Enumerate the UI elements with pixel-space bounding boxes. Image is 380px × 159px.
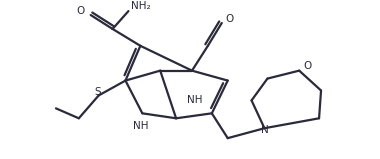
Text: O: O xyxy=(77,6,85,16)
Text: NH₂: NH₂ xyxy=(131,1,150,11)
Text: NH: NH xyxy=(187,95,203,105)
Text: NH: NH xyxy=(133,121,148,131)
Text: S: S xyxy=(94,87,101,97)
Text: N: N xyxy=(261,125,268,135)
Text: O: O xyxy=(303,61,311,71)
Text: O: O xyxy=(226,14,234,24)
